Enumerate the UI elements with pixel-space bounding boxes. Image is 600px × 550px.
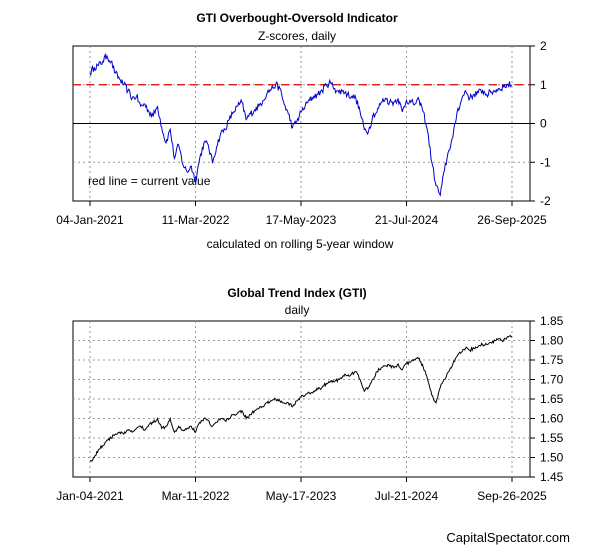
zscore-series-line — [89, 52, 513, 197]
y-tick-label: 1.65 — [540, 392, 564, 406]
y-tick-label: 1.70 — [540, 373, 564, 387]
y-tick-label: 0 — [540, 117, 547, 131]
zscore-x-axis-label: calculated on rolling 5-year window — [207, 237, 394, 251]
x-tick-label: Mar-11-2022 — [162, 489, 230, 503]
zscore-chart-subtitle: Z-scores, daily — [258, 29, 336, 43]
gti-series-line — [89, 334, 513, 462]
zscore-x-axis: 04-Jan-2021 11-Mar-2022 17-May-2023 21-Jul-… — [56, 201, 547, 227]
x-tick-label: May-17-2023 — [266, 489, 337, 503]
x-tick-label: 26-Sep-2025 — [477, 213, 547, 227]
current-value-annotation: red line = current value — [88, 174, 211, 188]
y-tick-label: 1.50 — [540, 451, 564, 465]
x-tick-label: 04-Jan-2021 — [56, 213, 124, 227]
x-tick-label: Jan-04-2021 — [56, 489, 124, 503]
gti-y-axis: 1.85 1.80 1.75 1.70 1.65 1.60 1.55 1.50 1.45 — [530, 314, 564, 484]
y-tick-label: 1.85 — [540, 314, 564, 328]
x-tick-label: 11-Mar-2022 — [162, 213, 230, 227]
gti-x-axis: Jan-04-2021 Mar-11-2022 May-17-2023 Jul-21-… — [56, 477, 547, 503]
y-tick-label: 1.80 — [540, 334, 564, 348]
x-tick-label: 21-Jul-2024 — [375, 213, 439, 227]
gti-chart-title: Global Trend Index (GTI) — [227, 286, 366, 300]
x-tick-label: Jul-21-2024 — [375, 489, 439, 503]
y-tick-label: -1 — [540, 155, 551, 169]
y-tick-label: 1.75 — [540, 353, 564, 367]
zscore-chart: GTI Overbought-Oversold Indicator Z-scor… — [56, 11, 551, 251]
y-tick-label: -2 — [540, 194, 551, 208]
gti-grid — [73, 321, 530, 477]
y-tick-label: 2 — [540, 39, 547, 53]
y-tick-label: 1.60 — [540, 412, 564, 426]
y-tick-label: 1 — [540, 78, 547, 92]
source-credit: CapitalSpectator.com — [446, 530, 570, 545]
x-tick-label: 17-May-2023 — [266, 213, 337, 227]
y-tick-label: 1.45 — [540, 470, 564, 484]
zscore-y-axis: 2 1 0 -1 -2 — [530, 39, 551, 208]
gti-chart-subtitle: daily — [285, 303, 310, 317]
gti-plot-frame — [72, 320, 531, 478]
zscore-chart-title: GTI Overbought-Oversold Indicator — [196, 11, 398, 25]
y-tick-label: 1.55 — [540, 431, 564, 445]
x-tick-label: Sep-26-2025 — [477, 489, 547, 503]
gti-chart: Global Trend Index (GTI) daily 1.851.801… — [56, 286, 563, 503]
